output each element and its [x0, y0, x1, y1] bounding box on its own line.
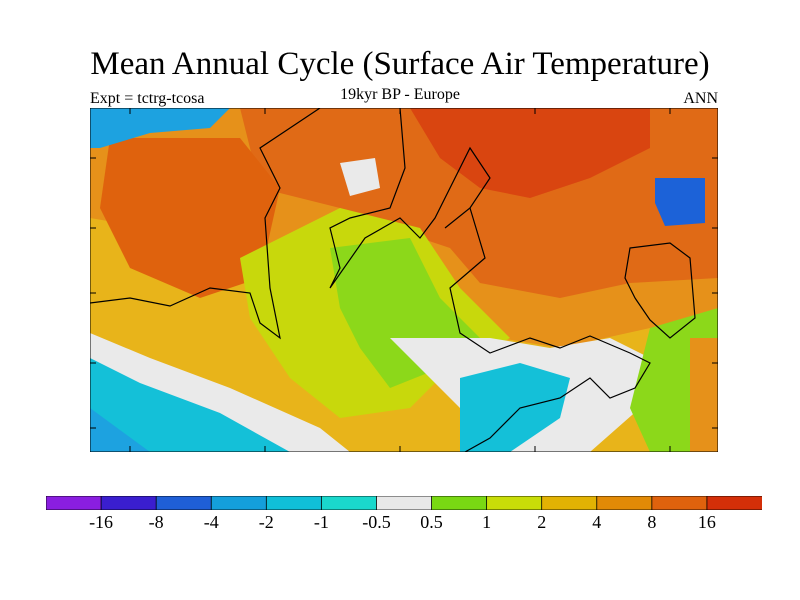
season-label: ANN	[683, 90, 718, 107]
coastline-west	[90, 108, 321, 340]
field-cyan-sw	[90, 408, 150, 452]
field-blue-nw	[90, 108, 230, 148]
field-dark-red	[410, 108, 650, 198]
colorbar-swatch	[486, 496, 543, 510]
experiment-label: Expt = tctrg-tcosa	[90, 90, 205, 107]
colorbar-label: 16	[697, 512, 716, 532]
field-orange-red-west	[100, 138, 280, 298]
colorbar-label: 0.5	[420, 512, 443, 532]
colorbar-swatch	[155, 496, 213, 510]
colorbar-swatch	[320, 496, 378, 510]
colorbar-label: -2	[258, 512, 274, 532]
colorbar-swatch	[596, 496, 653, 510]
colorbar-swatch	[265, 496, 323, 510]
field-orange-se	[690, 338, 718, 452]
field-blue-ne	[655, 178, 705, 226]
temperature-map	[90, 108, 718, 452]
colorbar-label: -16	[89, 512, 114, 532]
colorbar-label: -8	[148, 512, 164, 532]
colorbar-swatch	[46, 496, 102, 510]
coastline-east	[449, 207, 651, 452]
map-subtitle: 19kyr BP - Europe	[340, 86, 460, 103]
colorbar-swatch	[376, 496, 433, 510]
colorbar-swatch	[210, 496, 268, 510]
colorbar-swatch	[100, 496, 158, 510]
colorbar-label: 8	[647, 512, 657, 532]
coastline-north	[329, 108, 491, 289]
colorbar-label: 2	[537, 512, 547, 532]
colorbar-swatch	[651, 496, 708, 510]
colorbar-swatch	[431, 496, 488, 510]
map-title: Mean Annual Cycle (Surface Air Temperatu…	[90, 46, 710, 82]
colorbar-label: 4	[592, 512, 602, 532]
field-white-scand	[340, 158, 380, 196]
colorbar-label: -4	[203, 512, 219, 532]
colorbar-label: 1	[482, 512, 492, 532]
field-cyan-south	[460, 363, 570, 452]
colorbar-swatch	[541, 496, 598, 510]
field-cyan-band	[90, 358, 290, 452]
colorbar	[46, 496, 762, 510]
coastline-caspian	[624, 242, 696, 339]
colorbar-label: -1	[313, 512, 329, 532]
colorbar-swatch	[706, 496, 762, 510]
colorbar-label: -0.5	[362, 512, 391, 532]
